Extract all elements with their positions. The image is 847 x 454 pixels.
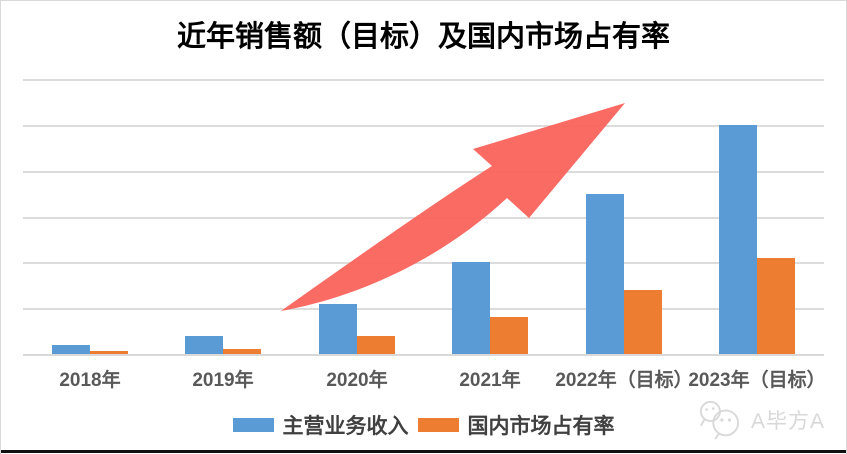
legend-swatch: [232, 418, 274, 432]
x-axis-label: 2020年: [326, 370, 388, 391]
x-axis-label: 2018年: [59, 370, 121, 391]
bottom-border-line: [1, 450, 846, 453]
wechat-chat-bubbles-icon: [699, 400, 740, 440]
bar-market-share: [223, 349, 261, 354]
legend-label: 国内市场占有率: [467, 414, 615, 438]
bar-revenue: [452, 262, 490, 354]
watermark-text: A毕方A: [751, 410, 826, 433]
bar-market-share: [90, 351, 128, 354]
gridline: [23, 171, 824, 173]
legend: 主营业务收入 国内市场占有率: [232, 410, 615, 440]
x-axis-line: [23, 354, 824, 356]
watermark: A毕方A: [693, 399, 825, 441]
bar-revenue: [719, 125, 757, 354]
legend-label: 主营业务收入: [282, 414, 409, 438]
gridline: [23, 79, 824, 81]
bar-market-share: [624, 290, 662, 354]
x-axis-label: 2023年（目标）: [688, 370, 826, 391]
bar-market-share: [490, 317, 528, 354]
gridline: [23, 308, 824, 310]
gridline: [23, 217, 824, 219]
chart-title: 近年销售额（目标）及国内市场占有率: [176, 21, 670, 53]
bar-revenue: [586, 194, 624, 354]
gridline: [23, 125, 824, 127]
bar-market-share: [757, 258, 795, 354]
legend-item: 国内市场占有率: [417, 410, 615, 440]
legend-swatch: [417, 418, 459, 432]
bar-market-share: [357, 336, 395, 354]
x-axis-label: 2021年: [459, 370, 521, 391]
bar-revenue: [319, 304, 357, 354]
bar-revenue: [185, 336, 223, 354]
bar-revenue: [52, 345, 90, 354]
x-axis-label: 2022年（目标）: [555, 370, 693, 391]
gridline: [23, 262, 824, 264]
x-axis-label: 2019年: [192, 370, 254, 391]
legend-item: 主营业务收入: [232, 410, 409, 440]
